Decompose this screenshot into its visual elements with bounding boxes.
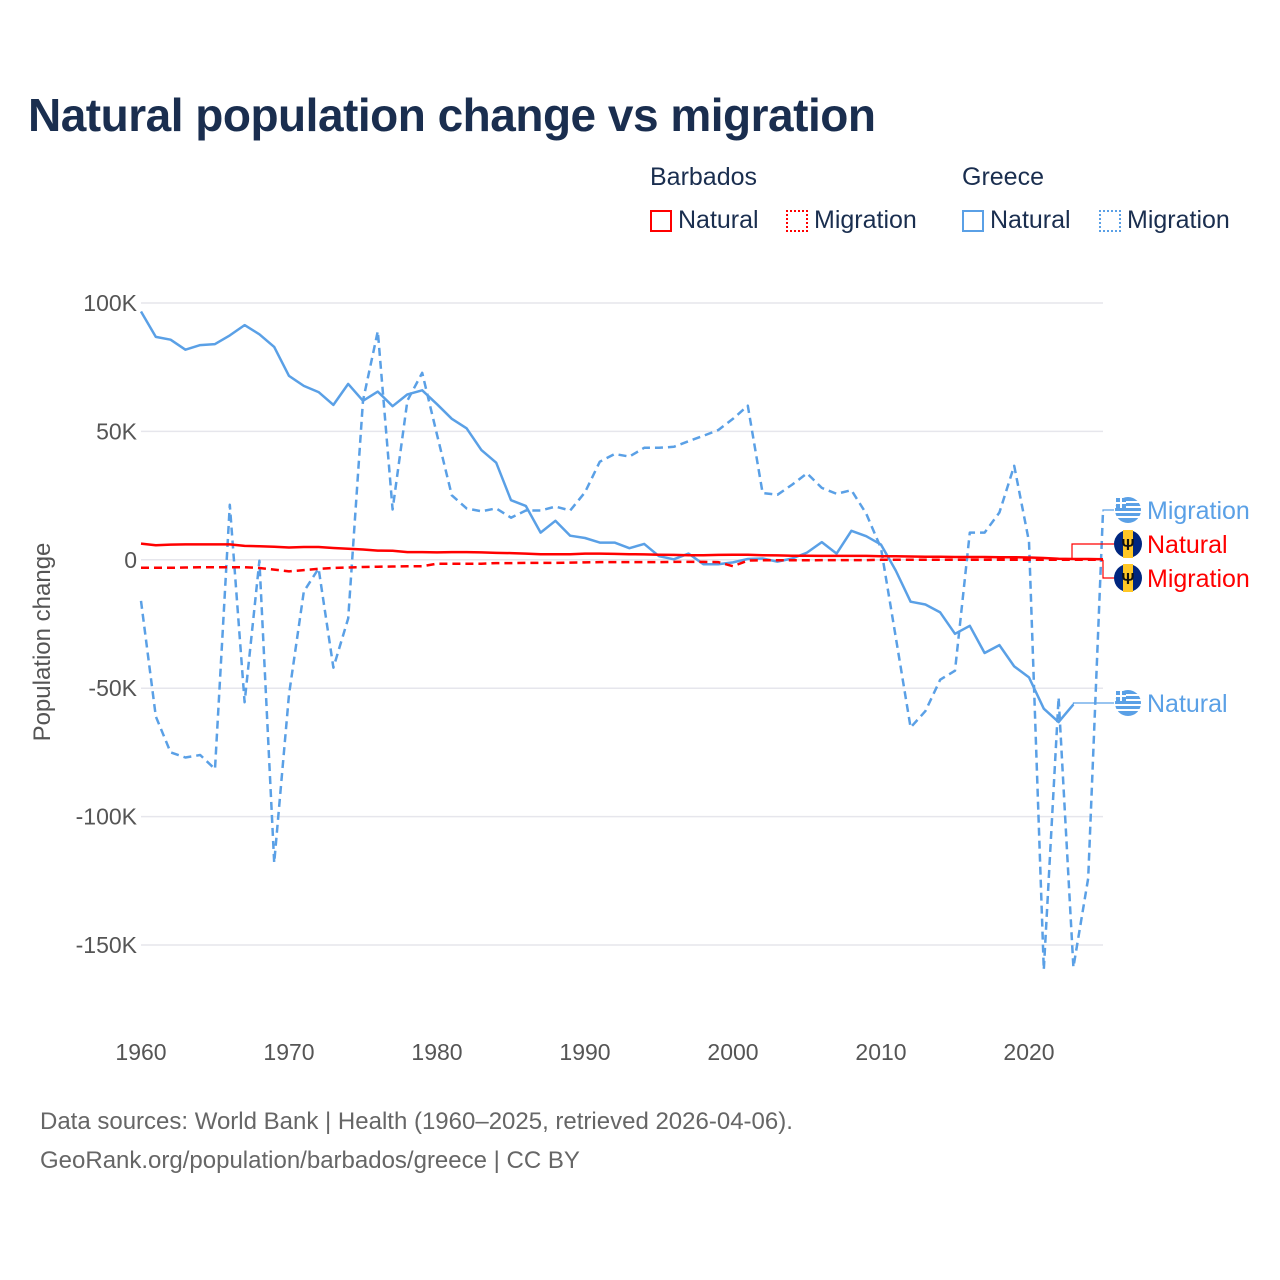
x-tick-label: 2010	[855, 1039, 906, 1065]
label-connector	[1071, 543, 1114, 560]
legend-swatch-dotted	[1099, 209, 1121, 232]
y-tick-label: -100K	[76, 804, 138, 830]
label-connector	[1102, 509, 1114, 512]
series-line-greece-migration	[139, 329, 1105, 971]
x-tick-label: 1960	[115, 1039, 166, 1065]
x-tick-label: 2020	[1003, 1039, 1054, 1065]
x-axis-ticks: 1960 1970 1980 1990 2000 2010 2020	[115, 1039, 1054, 1065]
y-tick-label: -50K	[88, 675, 137, 701]
end-labels: Migration Ψ Natural Ψ Migration Natural	[1071, 497, 1250, 718]
greece-flag-icon	[1115, 497, 1141, 523]
x-tick-label: 2000	[707, 1039, 758, 1065]
legend-swatch-dotted	[786, 209, 808, 232]
legend-label: Natural	[678, 206, 759, 234]
gridlines	[141, 302, 1103, 946]
end-label-barbados-natural: Natural	[1147, 531, 1228, 559]
y-tick-label: 100K	[83, 290, 137, 316]
x-tick-label: 1970	[263, 1039, 314, 1065]
legend-label: Natural	[990, 206, 1071, 234]
legend-barbados-migration[interactable]: Migration	[786, 206, 917, 235]
legend-swatch-solid	[650, 209, 672, 232]
x-tick-label: 1980	[411, 1039, 462, 1065]
svg-text:Ψ: Ψ	[1122, 537, 1135, 554]
label-connector	[1072, 702, 1114, 705]
series-line-greece-natural	[139, 310, 1075, 724]
y-tick-label: 0	[124, 547, 137, 573]
legend-greece-migration[interactable]: Migration	[1099, 206, 1230, 235]
series-lines	[139, 310, 1105, 971]
series-line-barbados-migration	[141, 558, 1103, 573]
footer-source: Data sources: World Bank | Health (1960–…	[40, 1108, 793, 1135]
legend-group-greece: Greece	[962, 163, 1044, 191]
end-label-barbados-migration: Migration	[1147, 565, 1250, 593]
y-axis-ticks: 100K 50K 0 -50K -100K -150K	[76, 290, 138, 958]
label-connector	[1102, 559, 1114, 579]
y-axis-title: Population change	[29, 543, 56, 742]
legend-greece-natural[interactable]: Natural	[962, 206, 1071, 235]
y-tick-label: 50K	[96, 418, 138, 444]
svg-text:Ψ: Ψ	[1122, 571, 1135, 588]
greece-flag-icon	[1115, 690, 1141, 716]
end-label-greece-migration: Migration	[1147, 497, 1250, 525]
end-label-greece-natural: Natural	[1147, 690, 1228, 718]
footer-link[interactable]: GeoRank.org/population/barbados/greece |…	[40, 1147, 580, 1174]
legend-group-barbados: Barbados	[650, 163, 758, 191]
legend-barbados-natural[interactable]: Natural	[650, 206, 759, 235]
legend-swatch-solid	[962, 209, 984, 232]
y-tick-label: -150K	[76, 932, 138, 958]
barbados-flag-icon: Ψ	[1114, 530, 1142, 558]
chart-title: Natural population change vs migration	[28, 89, 876, 141]
barbados-flag-icon: Ψ	[1114, 564, 1142, 592]
series-line-barbados-natural	[140, 542, 1104, 561]
legend-label: Migration	[1127, 206, 1230, 234]
x-tick-label: 1990	[559, 1039, 610, 1065]
legend-label: Migration	[814, 206, 917, 234]
